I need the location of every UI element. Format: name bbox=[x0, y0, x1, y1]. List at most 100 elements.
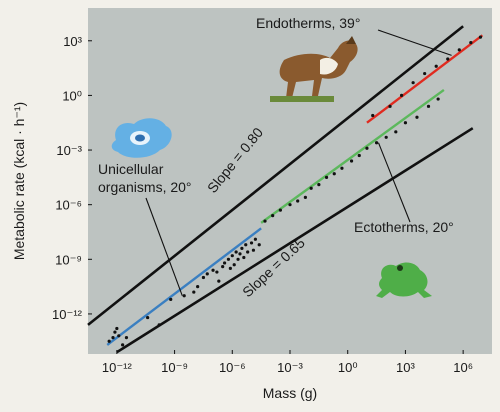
data-point-ectotherms-20 bbox=[365, 146, 369, 150]
y-tick-label: 10⁻⁹ bbox=[55, 252, 82, 267]
data-point-unicellular-organisms-20 bbox=[246, 250, 250, 254]
y-tick-label: 10⁻¹² bbox=[52, 307, 83, 322]
data-point-endotherms-39 bbox=[371, 113, 375, 118]
data-point-unicellular-organisms-20 bbox=[121, 343, 125, 347]
data-point-endotherms-39 bbox=[478, 35, 483, 39]
leader-line-ectotherms bbox=[377, 142, 411, 223]
data-point-ectotherms-20 bbox=[340, 166, 344, 170]
frog-illustration bbox=[376, 262, 432, 298]
data-point-unicellular-organisms-20 bbox=[234, 250, 238, 254]
unicellular-label-line1: Unicellular bbox=[98, 161, 164, 177]
data-point-ectotherms-20 bbox=[357, 153, 361, 158]
data-point-ectotherms-20 bbox=[288, 203, 292, 207]
ectotherms-label: Ectotherms, 20° bbox=[354, 219, 454, 235]
data-point-unicellular-organisms-20 bbox=[244, 243, 248, 247]
x-tick-label: 10⁻¹² bbox=[102, 360, 133, 375]
data-points bbox=[107, 35, 483, 347]
data-point-ectotherms-20 bbox=[317, 183, 321, 187]
data-point-unicellular-organisms-20 bbox=[117, 334, 121, 338]
data-point-endotherms-39 bbox=[469, 41, 473, 45]
data-point-endotherms-39 bbox=[446, 57, 450, 61]
data-point-ectotherms-20 bbox=[403, 121, 408, 125]
data-point-unicellular-organisms-20 bbox=[251, 248, 256, 252]
reference-line-slope-0-80 bbox=[87, 25, 464, 326]
data-point-endotherms-39 bbox=[411, 81, 415, 85]
reference-line-slope-0-65 bbox=[116, 127, 474, 354]
leader-line-endotherms bbox=[377, 29, 452, 56]
y-tick-label: 10⁻⁶ bbox=[55, 198, 82, 213]
y-tick-label: 10⁻³ bbox=[56, 143, 82, 158]
data-point-unicellular-organisms-20 bbox=[115, 326, 119, 331]
data-point-unicellular-organisms-20 bbox=[111, 336, 115, 340]
data-point-unicellular-organisms-20 bbox=[230, 254, 234, 258]
data-point-ectotherms-20 bbox=[303, 195, 307, 199]
y-axis-title: Metabolic rate (kcal · h⁻¹) bbox=[11, 102, 27, 260]
data-point-unicellular-organisms-20 bbox=[221, 264, 225, 269]
x-tick-label: 10⁻⁶ bbox=[219, 360, 246, 375]
unicellular-label-line2: organisms, 20° bbox=[98, 179, 192, 195]
reference-lines bbox=[87, 25, 474, 354]
cell-illustration bbox=[111, 118, 172, 158]
leader-lines bbox=[145, 29, 452, 296]
data-point-ectotherms-20 bbox=[426, 104, 431, 108]
data-point-unicellular-organisms-20 bbox=[196, 285, 200, 289]
fit-line-ectotherms-20 bbox=[260, 88, 445, 224]
data-point-ectotherms-20 bbox=[278, 208, 282, 212]
data-point-ectotherms-20 bbox=[332, 172, 336, 176]
y-axis-ticks: 10³ 10⁰ 10⁻³ 10⁻⁶ 10⁻⁹ 10⁻¹² bbox=[52, 34, 92, 322]
data-point-unicellular-organisms-20 bbox=[169, 297, 173, 301]
data-point-ectotherms-20 bbox=[394, 130, 398, 134]
data-point-unicellular-organisms-20 bbox=[146, 315, 150, 320]
data-point-ectotherms-20 bbox=[384, 135, 388, 139]
data-point-unicellular-organisms-20 bbox=[205, 272, 209, 276]
data-point-unicellular-organisms-20 bbox=[124, 336, 129, 340]
data-point-unicellular-organisms-20 bbox=[113, 330, 117, 334]
data-point-unicellular-organisms-20 bbox=[107, 339, 111, 343]
data-point-ectotherms-20 bbox=[374, 141, 379, 145]
data-point-unicellular-organisms-20 bbox=[253, 237, 257, 241]
y-tick-label: 10³ bbox=[63, 34, 82, 49]
x-tick-label: 10³ bbox=[396, 360, 415, 375]
data-point-unicellular-organisms-20 bbox=[201, 275, 206, 280]
data-point-ectotherms-20 bbox=[271, 214, 275, 218]
data-point-unicellular-organisms-20 bbox=[242, 255, 246, 260]
data-point-ectotherms-20 bbox=[324, 175, 329, 179]
fit-line-endotherms-39 bbox=[366, 34, 484, 124]
data-point-unicellular-organisms-20 bbox=[157, 323, 161, 327]
leader-line-unicellular bbox=[145, 197, 183, 296]
data-point-ectotherms-20 bbox=[436, 97, 440, 101]
data-point-unicellular-organisms-20 bbox=[240, 246, 244, 250]
x-tick-label: 10⁻⁹ bbox=[161, 360, 188, 375]
data-point-endotherms-39 bbox=[388, 104, 392, 108]
data-point-unicellular-organisms-20 bbox=[217, 279, 221, 283]
endotherms-label: Endotherms, 39° bbox=[256, 15, 360, 31]
data-point-unicellular-organisms-20 bbox=[236, 257, 240, 261]
data-point-unicellular-organisms-20 bbox=[232, 263, 236, 267]
x-tick-label: 10⁻³ bbox=[277, 360, 303, 375]
data-point-unicellular-organisms-20 bbox=[211, 268, 215, 272]
data-point-unicellular-organisms-20 bbox=[182, 294, 186, 298]
x-tick-label: 10⁰ bbox=[338, 360, 358, 375]
data-point-endotherms-39 bbox=[399, 93, 404, 98]
data-point-unicellular-organisms-20 bbox=[228, 266, 232, 271]
data-point-unicellular-organisms-20 bbox=[238, 252, 242, 256]
data-point-endotherms-39 bbox=[457, 48, 461, 52]
y-tick-label: 10⁰ bbox=[62, 88, 82, 103]
data-point-endotherms-39 bbox=[423, 71, 427, 76]
fit-line-unicellular-organisms-20 bbox=[106, 227, 262, 346]
data-point-unicellular-organisms-20 bbox=[249, 241, 254, 245]
data-point-unicellular-organisms-20 bbox=[222, 261, 227, 265]
data-point-ectotherms-20 bbox=[349, 159, 354, 163]
data-point-endotherms-39 bbox=[434, 64, 438, 68]
x-axis-ticks: 10⁻¹² 10⁻⁹ 10⁻⁶ 10⁻³ 10⁰ 10³ 10⁶ bbox=[102, 350, 473, 375]
data-point-ectotherms-20 bbox=[309, 186, 313, 190]
data-point-ectotherms-20 bbox=[296, 199, 300, 203]
x-axis-title: Mass (g) bbox=[263, 385, 317, 401]
data-point-unicellular-organisms-20 bbox=[226, 257, 231, 261]
data-point-unicellular-organisms-20 bbox=[215, 270, 219, 274]
dog-illustration bbox=[270, 36, 358, 102]
data-point-unicellular-organisms-20 bbox=[192, 290, 196, 294]
data-point-ectotherms-20 bbox=[263, 219, 267, 223]
data-point-unicellular-organisms-20 bbox=[257, 243, 261, 247]
